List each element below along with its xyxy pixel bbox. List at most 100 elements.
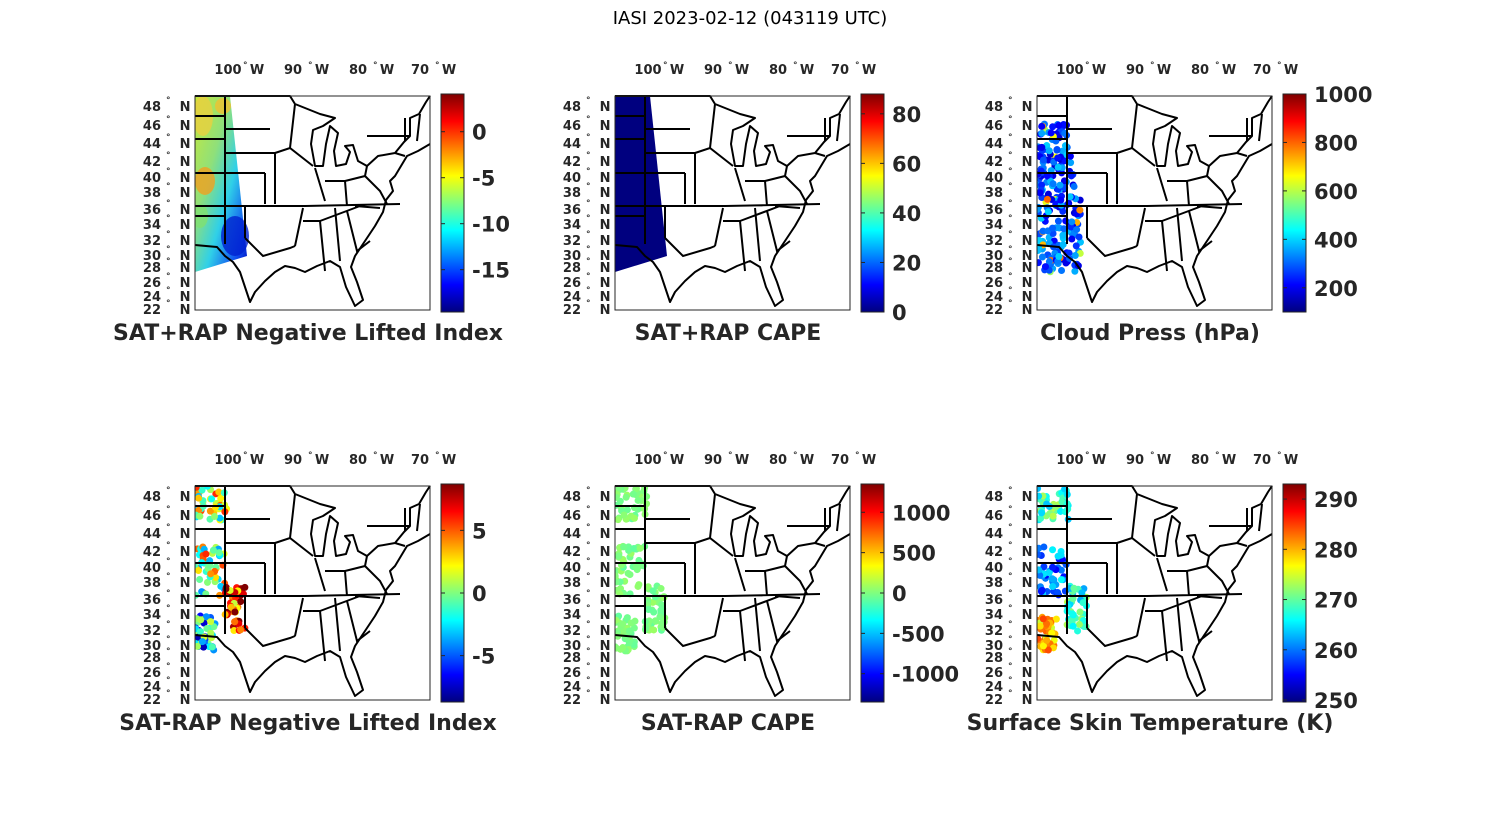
degree-symbol: ° bbox=[1008, 572, 1013, 582]
lat-tick-label: 30 bbox=[985, 639, 1003, 654]
lat-hemisphere: N bbox=[180, 119, 191, 134]
data-patch bbox=[195, 167, 215, 195]
lat-tick-label: 28 bbox=[985, 261, 1003, 276]
colorbar-tick-label: 5 bbox=[472, 519, 487, 543]
lat-tick-label: 38 bbox=[143, 576, 161, 591]
data-point bbox=[1037, 550, 1042, 558]
lat-hemisphere: N bbox=[600, 276, 611, 291]
degree-symbol: ° bbox=[1008, 245, 1013, 255]
lat-tick-label: 40 bbox=[143, 561, 161, 576]
map-axes-frame bbox=[1036, 95, 1273, 311]
degree-symbol: ° bbox=[1085, 451, 1090, 461]
lon-hemisphere: W bbox=[315, 453, 329, 468]
lat-hemisphere: N bbox=[180, 490, 191, 505]
lat-hemisphere: N bbox=[600, 593, 611, 608]
degree-symbol: ° bbox=[586, 572, 591, 582]
degree-symbol: ° bbox=[793, 61, 798, 71]
lat-tick-label: 44 bbox=[563, 527, 581, 542]
degree-symbol: ° bbox=[586, 635, 591, 645]
degree-symbol: ° bbox=[166, 182, 171, 192]
data-point bbox=[203, 625, 211, 633]
data-point bbox=[1059, 207, 1067, 215]
lat-tick-label: 42 bbox=[985, 545, 1003, 560]
lat-tick-label: 40 bbox=[985, 171, 1003, 186]
data-point bbox=[1037, 622, 1044, 630]
degree-symbol: ° bbox=[166, 245, 171, 255]
lon-tick-label: 90 bbox=[284, 63, 302, 78]
data-point bbox=[227, 603, 235, 611]
colorbar-tick-label: 260 bbox=[1314, 639, 1358, 663]
lon-hemisphere: W bbox=[735, 63, 749, 78]
data-point bbox=[634, 496, 642, 504]
data-point bbox=[1038, 181, 1046, 189]
data-point bbox=[207, 618, 215, 626]
lat-tick-label: 44 bbox=[143, 527, 161, 542]
map-axes-frame bbox=[614, 485, 851, 701]
degree-symbol: ° bbox=[728, 451, 733, 461]
lat-hemisphere: N bbox=[180, 261, 191, 276]
lat-hemisphere: N bbox=[180, 509, 191, 524]
degree-symbol: ° bbox=[586, 214, 591, 224]
map-axes-frame bbox=[194, 485, 431, 701]
degree-symbol: ° bbox=[1008, 115, 1013, 125]
degree-symbol: ° bbox=[586, 245, 591, 255]
colorbar bbox=[1282, 93, 1307, 313]
lat-tick-label: 32 bbox=[143, 624, 161, 639]
panel-title: SAT-RAP Negative Lifted Index bbox=[119, 711, 496, 736]
lat-hemisphere: N bbox=[1022, 693, 1033, 708]
data-point bbox=[1054, 217, 1062, 225]
data-point bbox=[1072, 242, 1080, 250]
lat-tick-label: 26 bbox=[143, 666, 161, 681]
lat-tick-label: 48 bbox=[985, 100, 1003, 115]
colorbar-tick-label: 0 bbox=[472, 121, 487, 145]
data-point bbox=[203, 578, 211, 586]
data-point bbox=[630, 514, 638, 522]
colorbar-tick-label: 400 bbox=[1314, 228, 1358, 252]
lat-tick-label: 36 bbox=[143, 203, 161, 218]
lat-tick-label: 44 bbox=[985, 137, 1003, 152]
lon-tick-label: 70 bbox=[831, 453, 849, 468]
lon-tick-label: 100 bbox=[214, 453, 241, 468]
panel-title: SAT-RAP CAPE bbox=[641, 711, 815, 736]
degree-symbol: ° bbox=[1277, 61, 1282, 71]
degree-symbol: ° bbox=[435, 61, 440, 71]
data-point bbox=[1040, 563, 1048, 571]
lat-tick-label: 34 bbox=[985, 608, 1003, 623]
lat-hemisphere: N bbox=[180, 608, 191, 623]
data-point bbox=[1066, 193, 1074, 201]
lat-tick-label: 42 bbox=[563, 155, 581, 170]
lat-tick-label: 40 bbox=[143, 171, 161, 186]
lon-hemisphere: W bbox=[735, 453, 749, 468]
data-point bbox=[1068, 610, 1076, 618]
data-point bbox=[1037, 205, 1041, 213]
colorbar-tick-label: -500 bbox=[892, 622, 945, 646]
data-point bbox=[1041, 263, 1049, 271]
lat-tick-label: 36 bbox=[143, 593, 161, 608]
degree-symbol: ° bbox=[308, 61, 313, 71]
lon-tick-label: 80 bbox=[349, 453, 367, 468]
data-point bbox=[623, 614, 631, 622]
data-point bbox=[202, 550, 210, 558]
data-point bbox=[241, 583, 249, 591]
lat-tick-label: 26 bbox=[563, 276, 581, 291]
lat-tick-label: 42 bbox=[985, 155, 1003, 170]
degree-symbol: ° bbox=[166, 230, 171, 240]
data-point bbox=[1055, 121, 1063, 129]
data-point bbox=[1038, 122, 1046, 130]
lat-hemisphere: N bbox=[1022, 203, 1033, 218]
degree-symbol: ° bbox=[1008, 182, 1013, 192]
panel-title: Cloud Press (hPa) bbox=[1040, 321, 1260, 346]
degree-symbol: ° bbox=[855, 451, 860, 461]
lat-hemisphere: N bbox=[1022, 119, 1033, 134]
lat-hemisphere: N bbox=[600, 290, 611, 305]
data-point bbox=[211, 503, 219, 511]
data-point bbox=[656, 613, 664, 621]
lat-tick-label: 24 bbox=[985, 290, 1003, 305]
degree-symbol: ° bbox=[166, 505, 171, 515]
lat-hemisphere: N bbox=[180, 203, 191, 218]
lat-hemisphere: N bbox=[1022, 509, 1033, 524]
lat-tick-label: 34 bbox=[563, 218, 581, 233]
lat-hemisphere: N bbox=[1022, 624, 1033, 639]
lat-hemisphere: N bbox=[1022, 593, 1033, 608]
data-point bbox=[237, 626, 245, 634]
